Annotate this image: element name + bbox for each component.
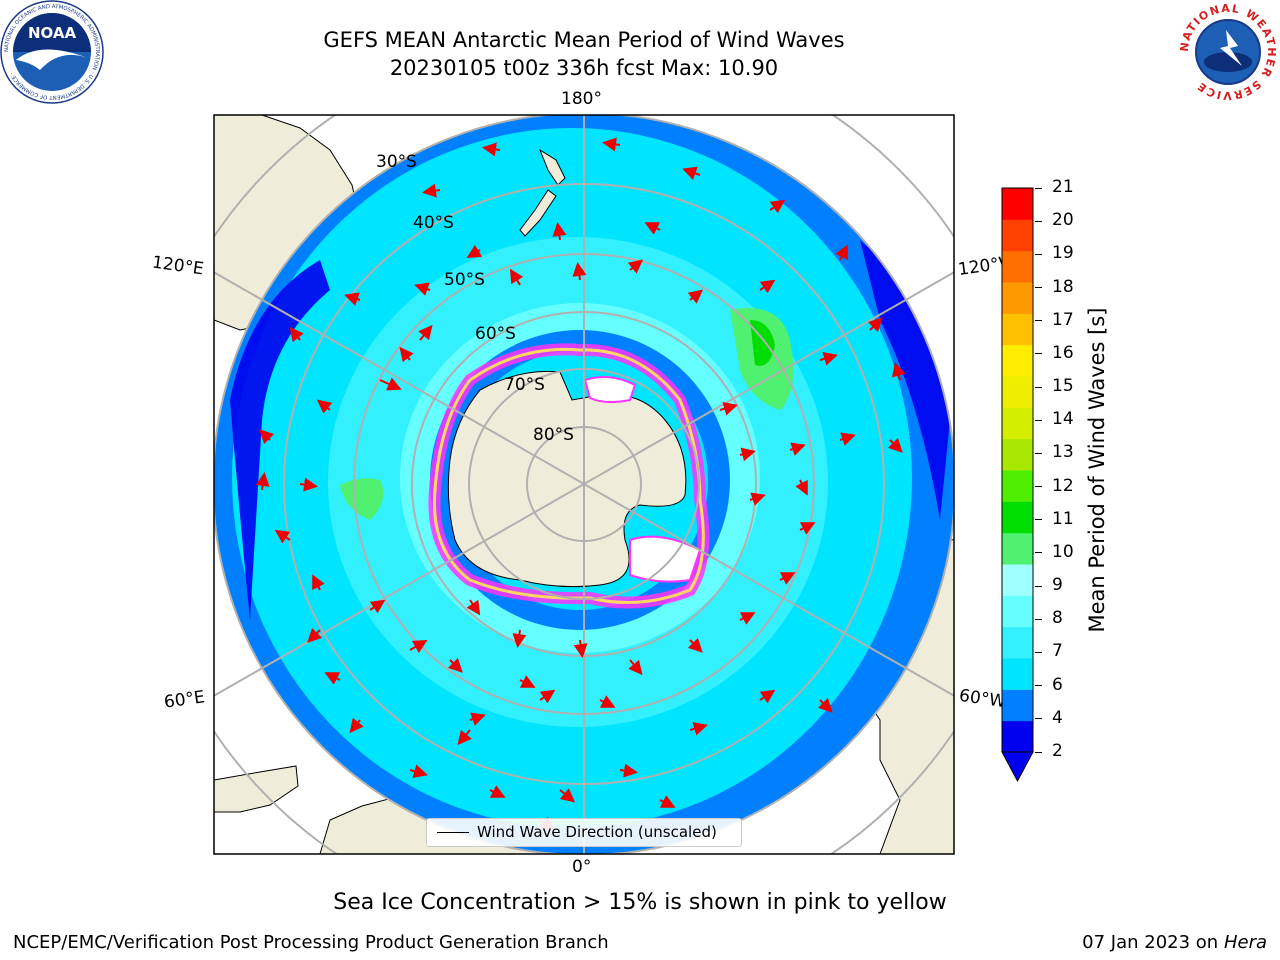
colorbar-tick-mark xyxy=(1035,320,1042,322)
lat-label-40s: 40°S xyxy=(413,213,454,233)
colorbar-tick-mark xyxy=(1035,253,1042,255)
colorbar-label: Mean Period of Wind Waves [s] xyxy=(1085,307,1109,633)
lon-label-180: 180° xyxy=(561,89,602,109)
colorbar-tick-mark xyxy=(1035,452,1042,454)
lon-label-120e: 120°E xyxy=(150,252,205,280)
colorbar-tick-label: 21 xyxy=(1052,177,1074,197)
footer-date: 07 Jan 2023 on Hera xyxy=(1082,932,1267,953)
colorbar-tick-mark xyxy=(1035,585,1042,587)
colorbar-segment xyxy=(1002,188,1033,220)
map-frame xyxy=(213,114,955,855)
colorbar-segment xyxy=(1002,626,1033,659)
colorbar-tick-mark xyxy=(1035,353,1042,355)
colorbar-tick-label: 4 xyxy=(1052,707,1063,728)
colorbar-tick-label: 13 xyxy=(1052,442,1074,463)
colorbar-extend-triangle xyxy=(1001,751,1034,783)
colorbar-segment xyxy=(1002,595,1033,628)
colorbar-frame xyxy=(1001,187,1034,753)
madagascar-land xyxy=(214,765,299,813)
colorbar-tick-label: 20 xyxy=(1052,210,1074,231)
map-legend: Wind Wave Direction (unscaled) xyxy=(426,818,742,847)
colorbar-tick-mark xyxy=(1035,486,1042,488)
colorbar-tick-label: 17 xyxy=(1052,309,1074,330)
nws-logo: NATIONAL WEATHER SERVICE xyxy=(1178,2,1278,102)
colorbar-segment xyxy=(1002,282,1033,314)
title-line1: GEFS MEAN Antarctic Mean Period of Wind … xyxy=(323,28,845,52)
colorbar-segment xyxy=(1002,219,1033,252)
footer-machine: Hera xyxy=(1223,932,1267,953)
lon-label-60e: 60°E xyxy=(162,687,207,713)
colorbar-segment xyxy=(1002,250,1033,283)
title-line2: 20230105 t00z 336h fcst Max: 10.90 xyxy=(389,56,779,80)
colorbar-tick-label: 6 xyxy=(1052,674,1063,695)
new-zealand-south xyxy=(519,189,557,237)
colorbar-segment xyxy=(1002,407,1033,440)
footer-date-text: 07 Jan 2023 on xyxy=(1082,932,1219,953)
colorbar-tick-label: 10 xyxy=(1052,541,1074,562)
noaa-logo: NOAA NATIONAL OCEANIC AND ATMOSPHERIC AD… xyxy=(0,0,104,104)
colorbar-tick-mark xyxy=(1035,651,1042,653)
lat-label-50s: 50°S xyxy=(444,270,485,290)
colorbar-tick-mark xyxy=(1035,220,1042,222)
colorbar-tick-label: 18 xyxy=(1052,276,1074,297)
wind-wave-arrows xyxy=(255,137,906,831)
colorbar-tick-mark xyxy=(1035,618,1042,620)
colorbar-segment xyxy=(1002,313,1033,346)
colorbar-segment xyxy=(1002,564,1033,596)
colorbar-segment xyxy=(1002,689,1033,722)
colorbar-tick-mark xyxy=(1035,685,1042,687)
colorbar-tick-mark xyxy=(1035,287,1042,289)
colorbar-segment xyxy=(1002,344,1033,377)
sea-ice-note: Sea Ice Concentration > 15% is shown in … xyxy=(333,890,947,915)
colorbar-tick-label: 16 xyxy=(1052,342,1074,363)
colorbar-tick-mark xyxy=(1035,386,1042,388)
colorbar-tick-mark xyxy=(1035,552,1042,554)
colorbar-segment xyxy=(1002,376,1033,408)
lat-label-70s: 70°S xyxy=(504,375,545,395)
colorbar-segment xyxy=(1002,470,1033,502)
footer-branch: NCEP/EMC/Verification Post Processing Pr… xyxy=(13,932,609,953)
colorbar-tick-mark xyxy=(1035,187,1042,189)
colorbar-tick-mark xyxy=(1035,519,1042,521)
polar-map xyxy=(213,114,955,855)
colorbar-segment xyxy=(1002,720,1033,753)
colorbar-segment xyxy=(1002,532,1033,565)
colorbar-segment xyxy=(1002,501,1033,534)
colorbar-tick-label: 11 xyxy=(1052,508,1074,529)
legend-line-sample xyxy=(437,832,469,833)
noaa-logo-text: NOAA xyxy=(28,24,77,42)
colorbar-tick-label: 19 xyxy=(1052,243,1074,264)
colorbar-tick-mark xyxy=(1035,751,1042,753)
colorbar-tick-label: 14 xyxy=(1052,409,1074,430)
new-zealand-north xyxy=(538,148,566,186)
colorbar-tick-label: 8 xyxy=(1052,608,1063,629)
lat-label-30s: 30°S xyxy=(376,152,417,172)
colorbar-tick-label: 15 xyxy=(1052,376,1074,397)
colorbar xyxy=(1001,187,1034,783)
colorbar-tick-label: 9 xyxy=(1052,575,1063,596)
lon-label-0: 0° xyxy=(572,857,592,877)
colorbar-tick-mark xyxy=(1035,419,1042,421)
colorbar-tick-label: 2 xyxy=(1052,741,1063,761)
colorbar-tick-label: 12 xyxy=(1052,475,1074,496)
colorbar-segment xyxy=(1002,438,1033,471)
colorbar-segment xyxy=(1002,658,1033,690)
colorbar-tick-label: 7 xyxy=(1052,641,1063,662)
antarctica-land xyxy=(447,370,687,588)
lat-label-60s: 60°S xyxy=(475,324,516,344)
lat-label-80s: 80°S xyxy=(533,425,574,445)
legend-label: Wind Wave Direction (unscaled) xyxy=(477,823,717,841)
colorbar-tick-mark xyxy=(1035,718,1042,720)
